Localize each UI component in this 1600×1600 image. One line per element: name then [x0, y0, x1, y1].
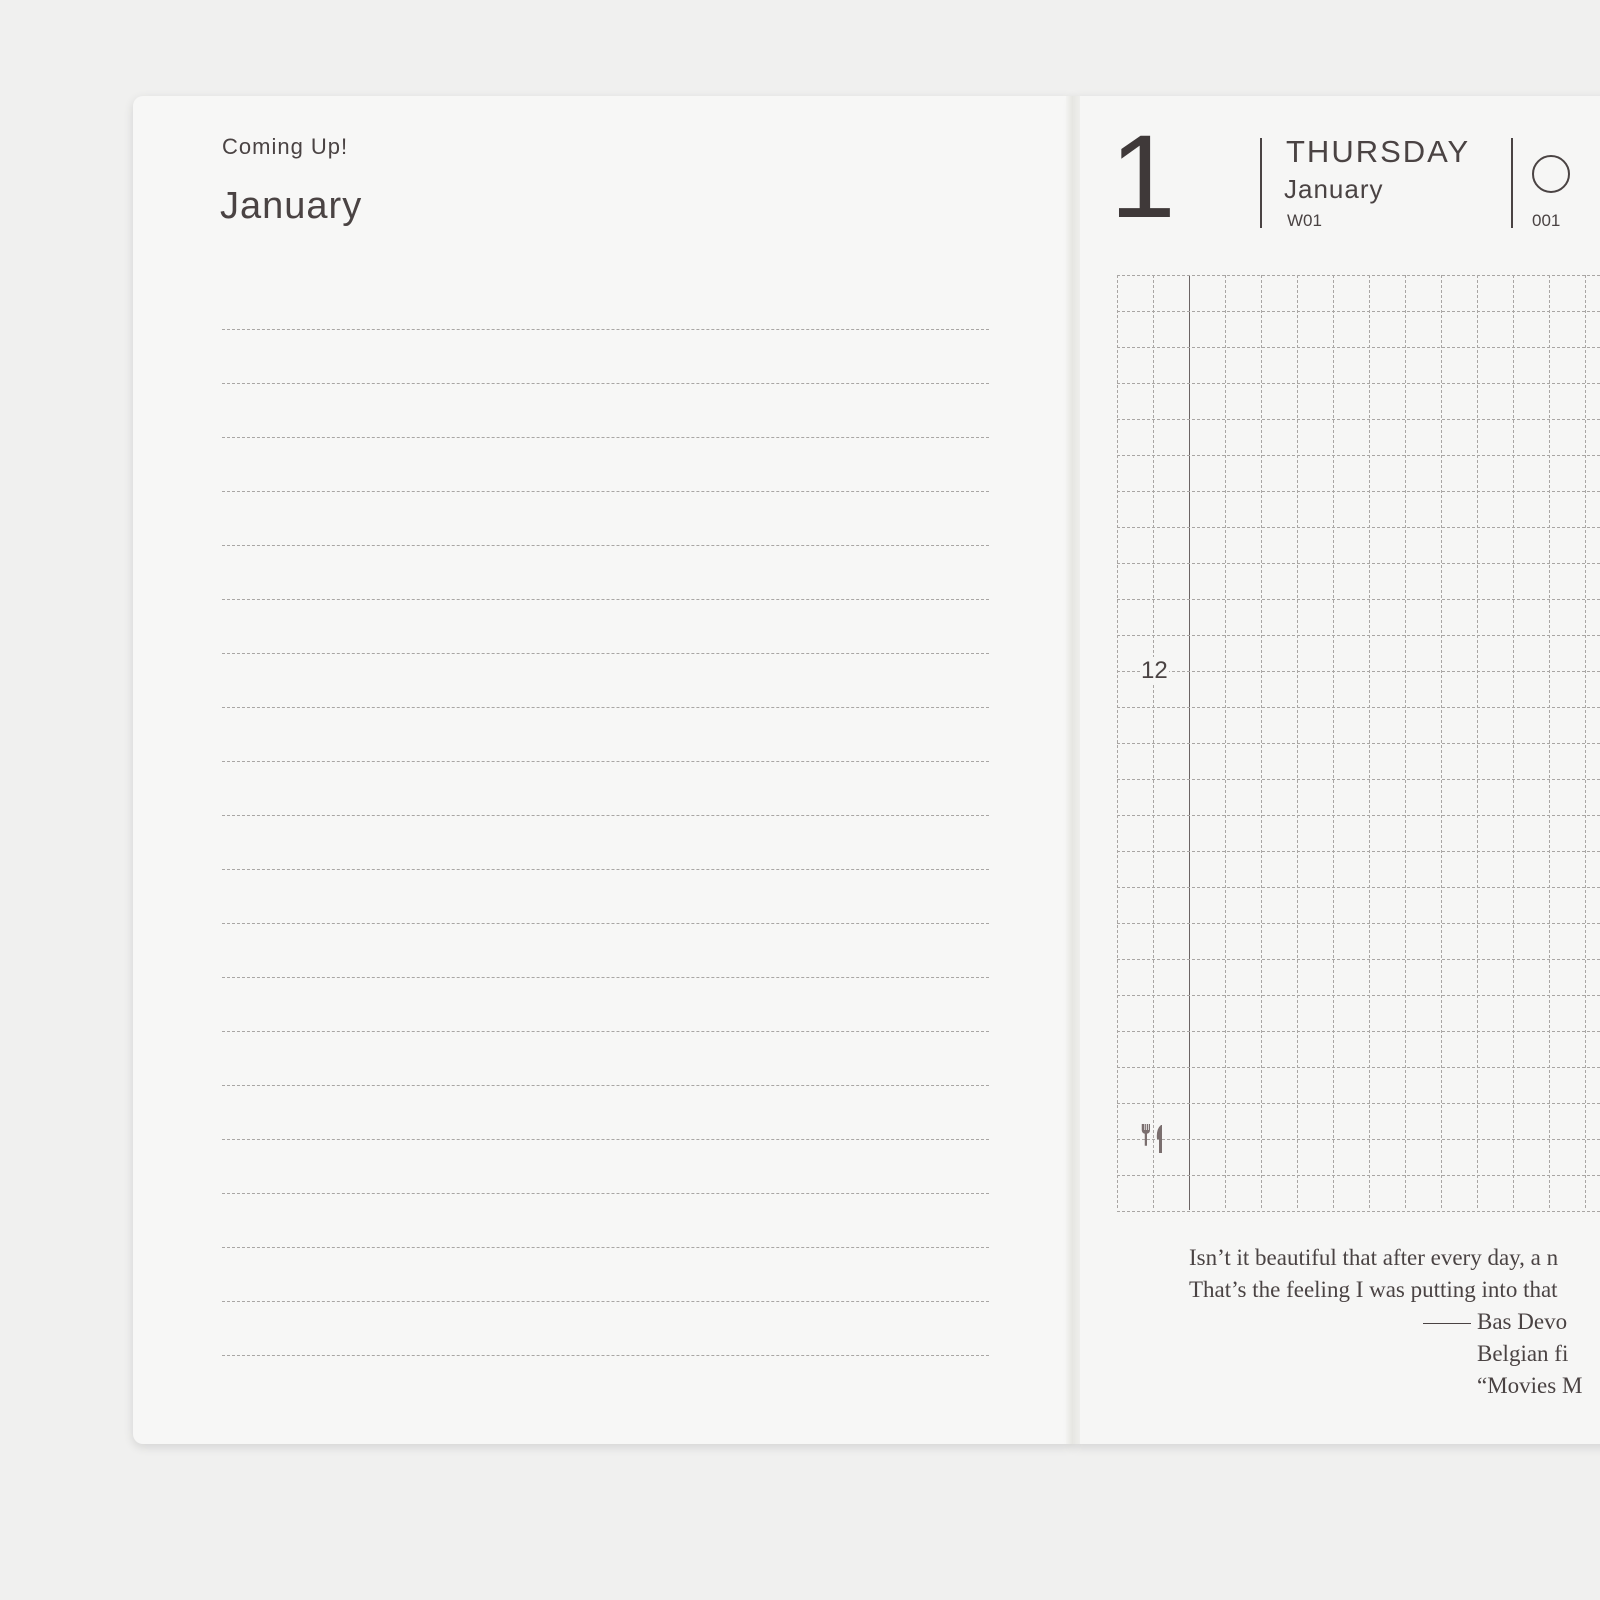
ruled-line — [222, 329, 989, 330]
day-of-year: 001 — [1532, 211, 1561, 230]
hour-label: 12 — [1140, 657, 1169, 685]
ruled-line — [222, 383, 989, 384]
book-gutter — [1066, 96, 1080, 1444]
ruled-line — [222, 653, 989, 654]
attribution-line: Belgian fi — [1477, 1341, 1569, 1366]
divider — [1260, 138, 1262, 228]
ruled-line — [222, 707, 989, 708]
em-dash-rule — [1423, 1323, 1471, 1325]
ruled-line — [222, 1301, 989, 1302]
quote-attribution: Bas Devo Belgian fi “Movies M — [1423, 1306, 1582, 1402]
ruled-line — [222, 437, 989, 438]
ruled-line — [222, 815, 989, 816]
quote: Isn’t it beautiful that after every day,… — [1189, 1242, 1558, 1306]
moon-phase-icon — [1532, 155, 1570, 193]
quote-line: That’s the feeling I was putting into th… — [1189, 1277, 1558, 1302]
left-page — [133, 96, 1073, 1444]
ruled-line — [222, 1085, 989, 1086]
right-page — [1073, 96, 1600, 1444]
ruled-line — [222, 923, 989, 924]
week-number: W01 — [1287, 211, 1322, 230]
ruled-line — [222, 1193, 989, 1194]
fork-knife-icon — [1141, 1124, 1162, 1153]
attribution-line: Bas Devo — [1477, 1309, 1568, 1334]
attribution-line: “Movies M — [1477, 1373, 1583, 1398]
ruled-line — [222, 1139, 989, 1140]
coming-up-heading: Coming Up! — [222, 134, 349, 159]
month-title: January — [220, 185, 363, 227]
ruled-line — [222, 491, 989, 492]
quote-line: Isn’t it beautiful that after every day,… — [1189, 1245, 1559, 1270]
day-number: 1 — [1110, 111, 1176, 243]
ruled-line — [222, 761, 989, 762]
divider — [1511, 138, 1513, 228]
day-month: January — [1284, 174, 1384, 204]
ruled-line — [222, 1355, 989, 1356]
ruled-line — [222, 545, 989, 546]
weekday: THURSDAY — [1286, 134, 1471, 169]
ruled-line — [222, 599, 989, 600]
ruled-line — [222, 1031, 989, 1032]
ruled-line — [222, 869, 989, 870]
ruled-line — [222, 1247, 989, 1248]
ruled-line — [222, 977, 989, 978]
